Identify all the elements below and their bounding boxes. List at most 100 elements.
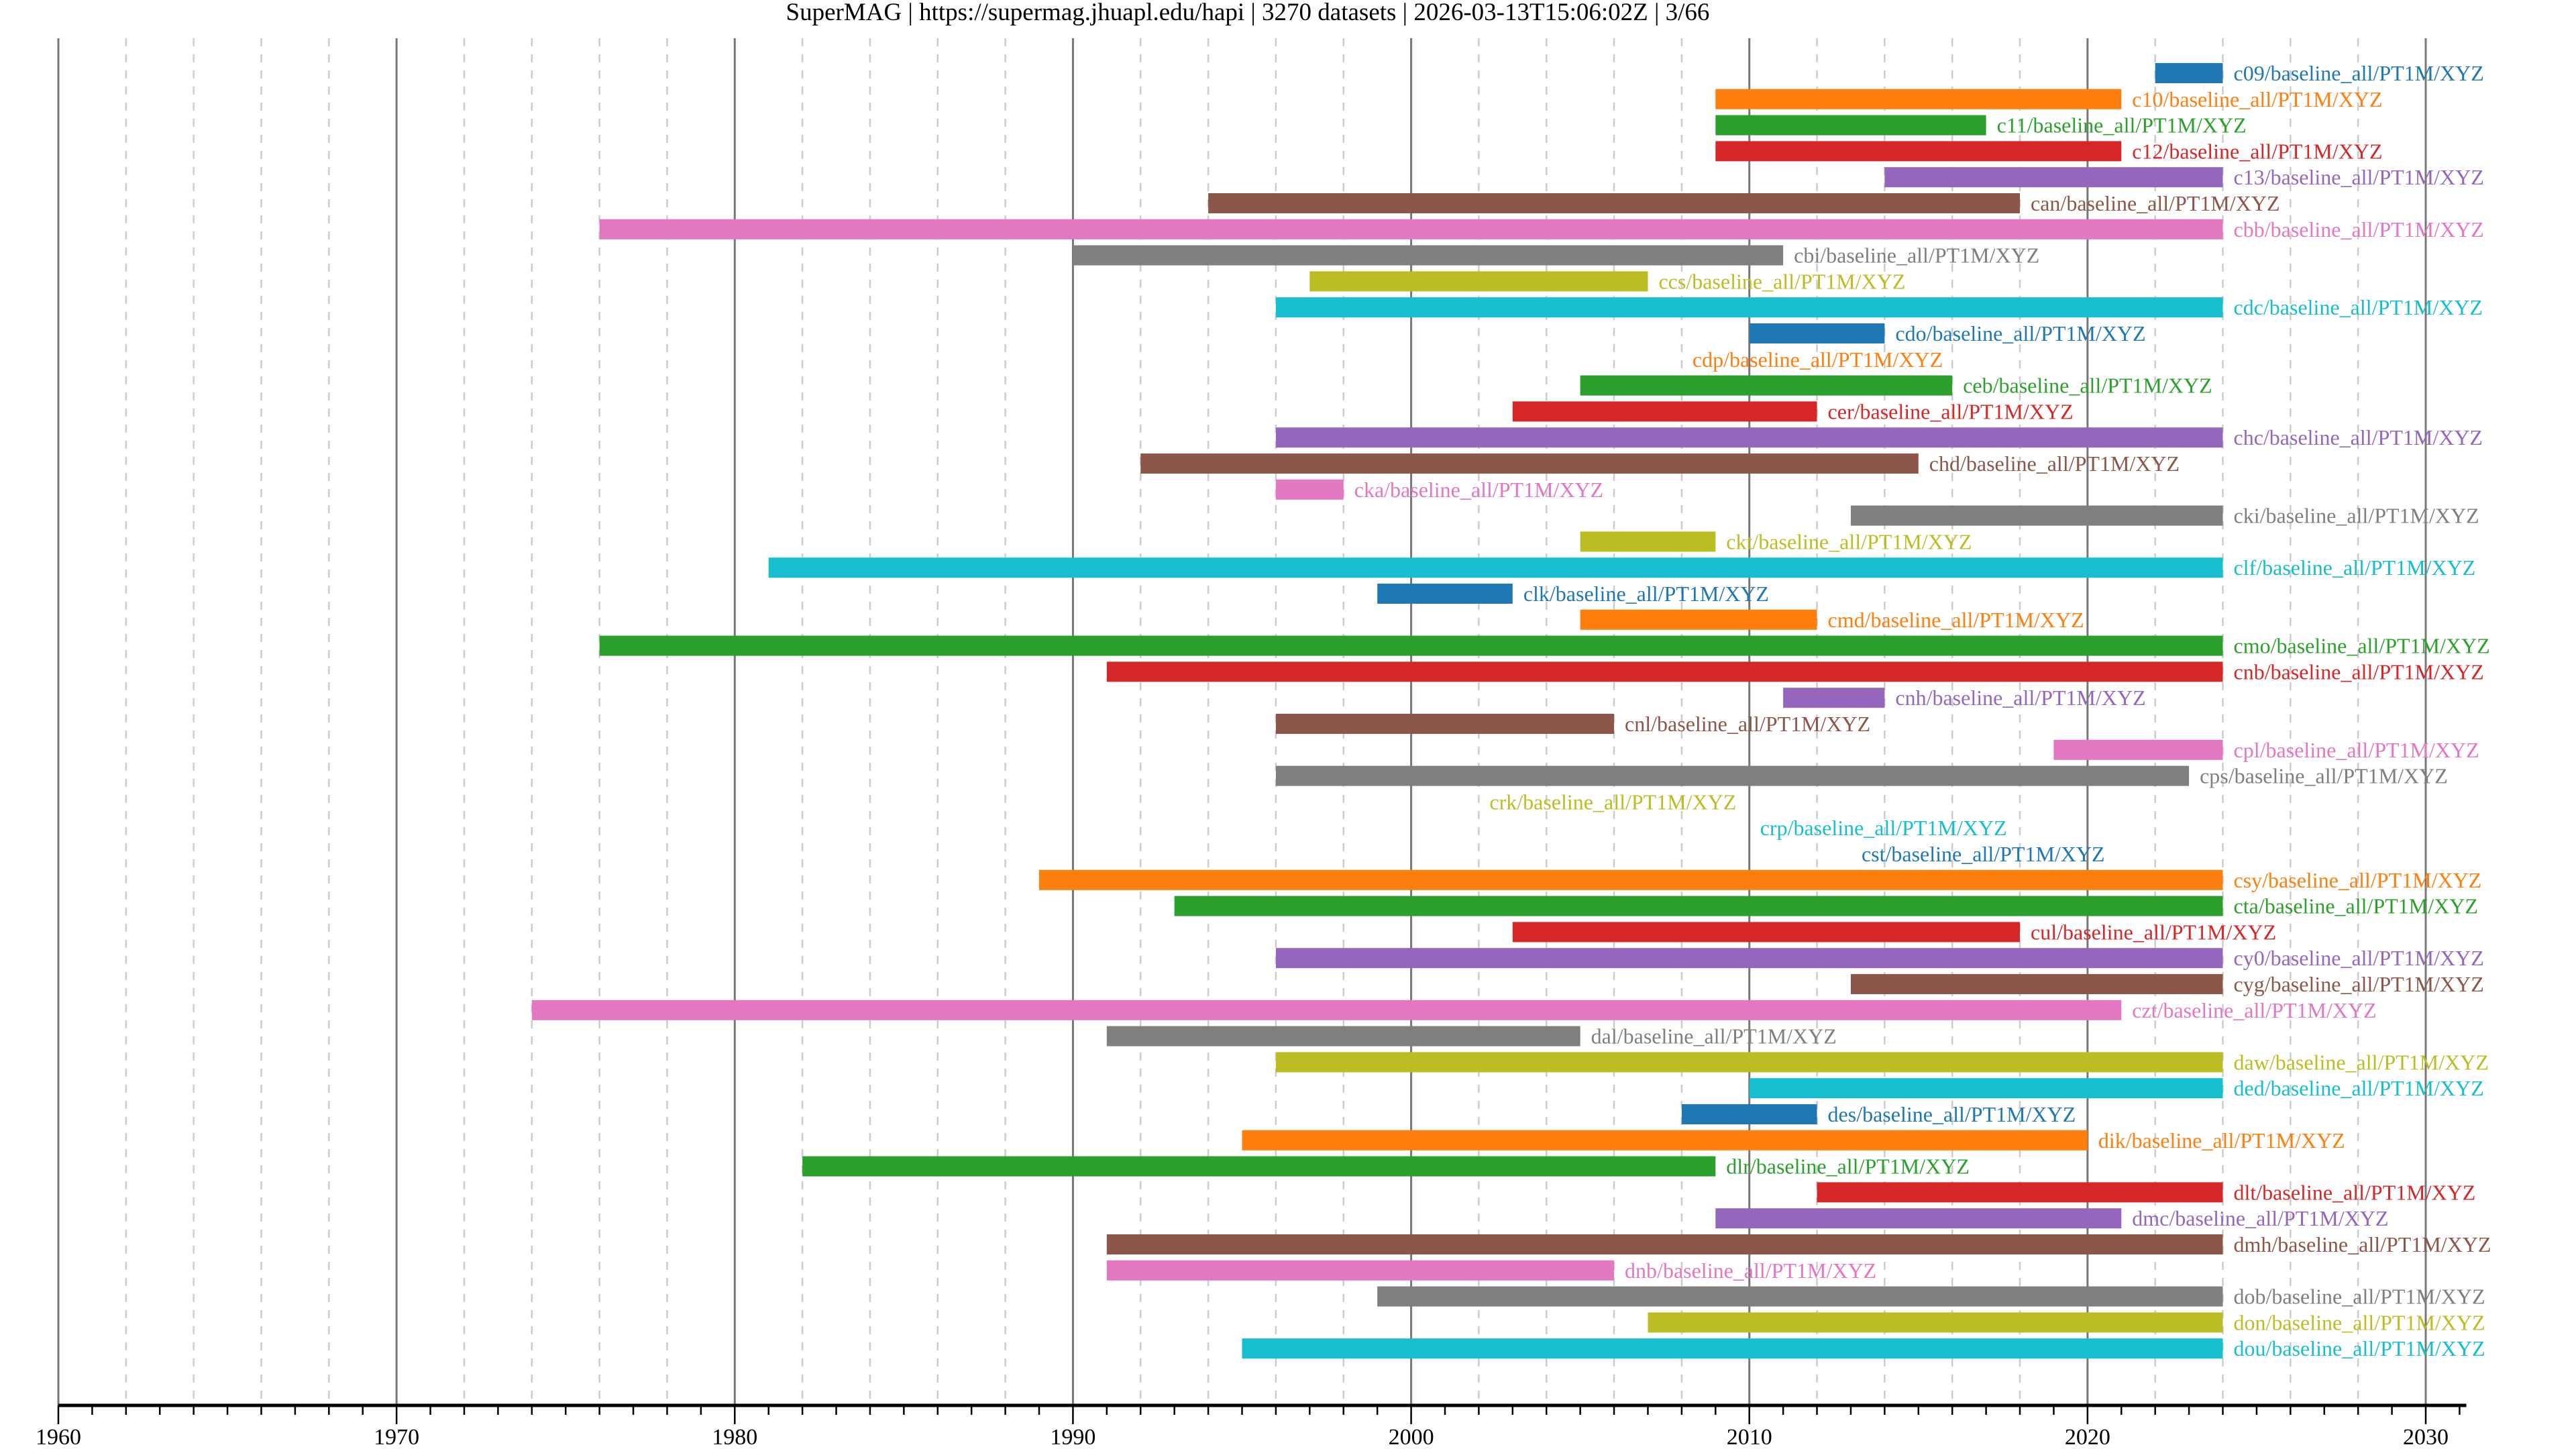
bar-label: clf/baseline_all/PT1M/XYZ [2234,555,2476,580]
bar-label: cki/baseline_all/PT1M/XYZ [2234,504,2479,528]
timeline-bar [1039,869,2223,890]
timeline-bar [1884,167,2223,188]
timeline-bar [1275,427,2223,448]
bar-label: c10/baseline_all/PT1M/XYZ [2132,87,2382,111]
timeline-bar [2053,739,2223,760]
chart-title: SuperMAG | https://supermag.jhuapl.edu/h… [786,0,1710,26]
timeline-bar [599,635,2223,656]
timeline-bar [1512,401,1817,422]
bar-label: cnl/baseline_all/PT1M/XYZ [1625,712,1870,736]
timeline-bar [1275,479,1344,500]
bar-label: c12/baseline_all/PT1M/XYZ [2132,139,2382,163]
timeline-bar [1275,714,1615,734]
bar-label: cy0/baseline_all/PT1M/XYZ [2234,946,2484,970]
timeline-bar [1140,453,1919,474]
bar-label: dmh/baseline_all/PT1M/XYZ [2234,1232,2491,1256]
x-tick-label: 1980 [712,1425,757,1449]
x-tick-label: 2010 [1727,1425,1772,1449]
bar-label: dik/baseline_all/PT1M/XYZ [2098,1128,2345,1152]
bar-label: dnb/baseline_all/PT1M/XYZ [1625,1258,1876,1283]
bar-label: cul/baseline_all/PT1M/XYZ [2031,920,2276,944]
timeline-bar [1715,115,1986,136]
timeline-bar [1850,974,2223,994]
timeline-bar [1242,1338,2223,1359]
x-tick-label: 1990 [1050,1425,1095,1449]
timeline-bar [1106,1234,2223,1254]
bar-label: ckt/baseline_all/PT1M/XYZ [1726,529,1972,553]
bar-label: dmc/baseline_all/PT1M/XYZ [2132,1206,2388,1230]
bar-label: chd/baseline_all/PT1M/XYZ [1929,451,2180,476]
bar-label: cyg/baseline_all/PT1M/XYZ [2234,972,2484,996]
x-tick-label: 2000 [1389,1425,1434,1449]
timeline-bar [1580,531,1716,552]
bar-label: cnb/baseline_all/PT1M/XYZ [2234,659,2484,684]
bar-label: ded/baseline_all/PT1M/XYZ [2234,1076,2484,1100]
bar-label: cdp/baseline_all/PT1M/XYZ [1693,347,1943,372]
timeline-bar [802,1156,1716,1177]
bar-label: ceb/baseline_all/PT1M/XYZ [1963,374,2212,398]
timeline-bar [1377,1286,2223,1307]
bar-label: cps/baseline_all/PT1M/XYZ [2200,764,2448,788]
timeline-bar [1073,245,1784,266]
bar-label: don/baseline_all/PT1M/XYZ [2234,1310,2485,1334]
bar-label: can/baseline_all/PT1M/XYZ [2031,191,2279,215]
bar-label: cnh/baseline_all/PT1M/XYZ [1895,686,2145,710]
bar-label: crk/baseline_all/PT1M/XYZ [1489,790,1736,814]
timeline-bar [1512,922,2021,943]
timeline-bar [599,219,2223,239]
bar-label: des/baseline_all/PT1M/XYZ [1828,1102,2076,1126]
timeline-bar [2155,63,2223,83]
x-tick-label: 1960 [36,1425,81,1449]
bar-label: c13/baseline_all/PT1M/XYZ [2234,165,2484,189]
timeline-bar [1106,1026,1580,1046]
timeline-bar [1580,375,1953,396]
x-axis: 1960 1970 1980 1990 2000 2010 2020 2030 [36,1403,2467,1449]
bar-label: ccs/baseline_all/PT1M/XYZ [1658,269,1905,293]
bar-label: cka/baseline_all/PT1M/XYZ [1354,478,1603,502]
timeline-bar [1309,271,1648,292]
bar-label: cbi/baseline_all/PT1M/XYZ [1794,244,2039,268]
timeline-bar [1817,1182,2223,1203]
timeline-bar [1681,1104,1817,1124]
timeline-bar [1749,323,1885,343]
x-tick-label: 2030 [2403,1425,2449,1449]
bar-label: cmd/baseline_all/PT1M/XYZ [1828,608,2084,632]
timeline-bar [1715,89,2122,109]
bar-label: cdo/baseline_all/PT1M/XYZ [1895,321,2145,345]
timeline-bar [1749,1078,2223,1099]
timeline-bar [1275,297,2223,318]
bar-label: clk/baseline_all/PT1M/XYZ [1523,582,1769,606]
bar-label: dou/baseline_all/PT1M/XYZ [2234,1336,2485,1360]
bar-label: dlt/baseline_all/PT1M/XYZ [2234,1180,2476,1204]
timeline-bar [1715,1208,2122,1229]
bar-label: cst/baseline_all/PT1M/XYZ [1862,842,2105,866]
timeline-bar [1377,584,1513,604]
bar-label: chc/baseline_all/PT1M/XYZ [2234,425,2483,449]
timeline-bar [1106,1260,1615,1281]
bar-label: daw/baseline_all/PT1M/XYZ [2234,1050,2489,1074]
bar-label: cta/baseline_all/PT1M/XYZ [2234,894,2478,918]
timeline-bar [1174,896,2223,916]
timeline-bar [1648,1312,2223,1333]
timeline-bar [531,1000,2122,1020]
bar-label: dal/baseline_all/PT1M/XYZ [1591,1024,1837,1049]
timeline-bar [1580,609,1817,630]
timeline-bar [1715,141,2122,162]
bar-label: dlr/baseline_all/PT1M/XYZ [1726,1155,1970,1179]
bar-label: cbb/baseline_all/PT1M/XYZ [2234,217,2484,241]
timeline-bar [768,557,2223,578]
bar-label: czt/baseline_all/PT1M/XYZ [2132,998,2376,1022]
bar-label: cdc/baseline_all/PT1M/XYZ [2234,295,2483,319]
timeline-bar [1275,1052,2223,1073]
timeline-bar [1275,765,2190,786]
timeline-bar [1242,1130,2088,1150]
timeline-bar [1850,505,2223,526]
timeline-bar [1106,661,2223,682]
timeline-bar [1783,688,1885,708]
bar-label: cpl/baseline_all/PT1M/XYZ [2234,738,2479,762]
timeline-bar [1208,193,2021,213]
bar-label: dob/baseline_all/PT1M/XYZ [2234,1285,2485,1309]
bar-label: cer/baseline_all/PT1M/XYZ [1828,399,2074,423]
bars: c09/baseline_all/PT1M/XYZc10/baseline_al… [531,61,2491,1360]
